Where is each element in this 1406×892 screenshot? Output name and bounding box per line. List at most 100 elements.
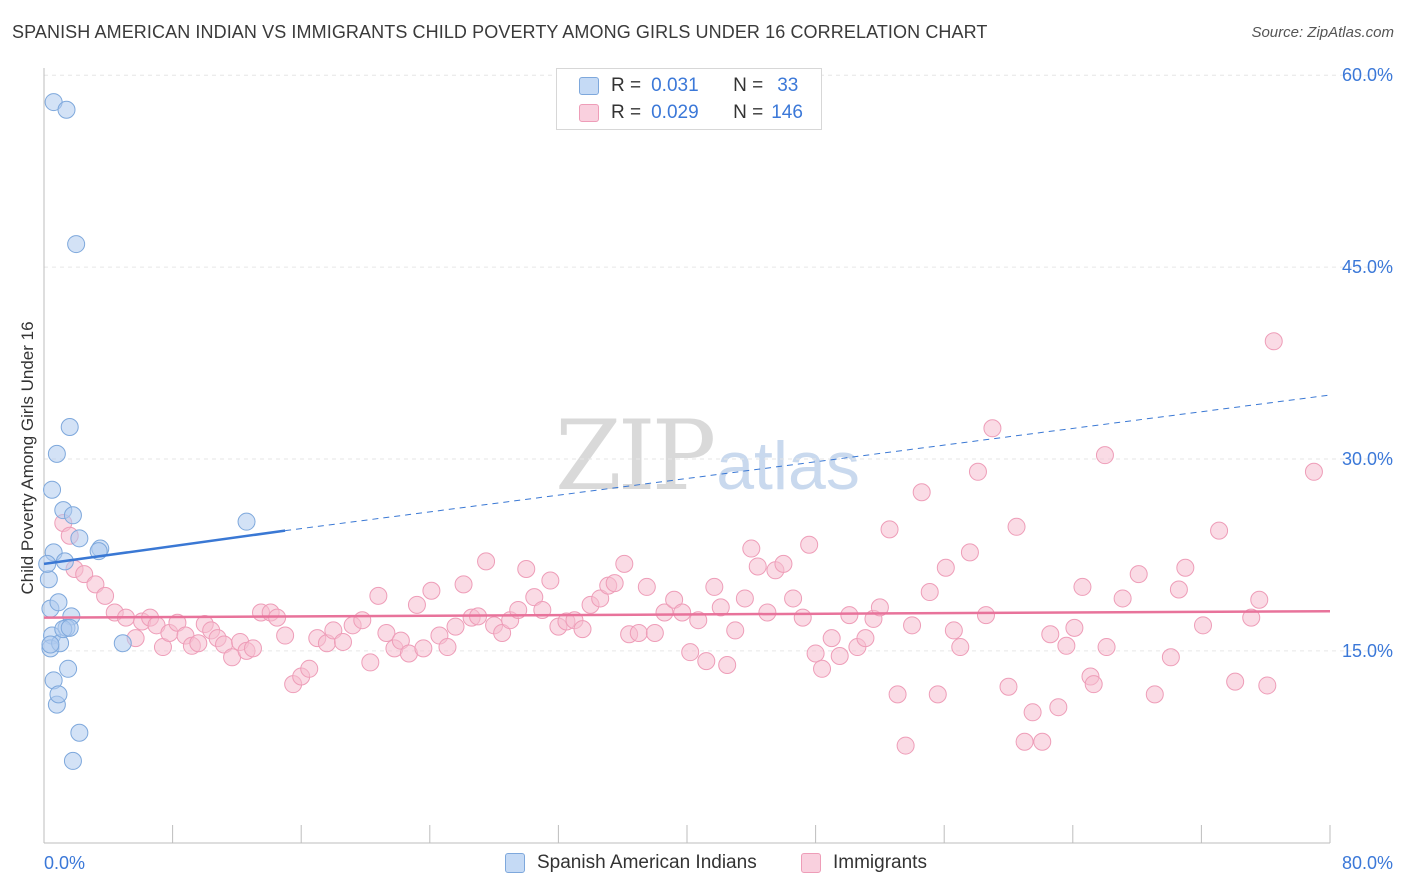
immigrant-point (454, 575, 473, 594)
immigrant-point (438, 638, 457, 657)
source-credit: Source: ZipAtlas.com (1251, 24, 1394, 41)
immigrant-point (1264, 332, 1283, 351)
immigrant-point (517, 560, 536, 579)
immigrant-point (968, 462, 987, 481)
immigrant-point (896, 736, 915, 755)
spanish-point (57, 100, 76, 119)
immigrant-point (605, 574, 624, 593)
immigrant-point (525, 588, 544, 607)
immigrant-point (300, 659, 319, 678)
immigrant-point (784, 589, 803, 608)
series-legend: Spanish American Indians Immigrants (0, 850, 1406, 880)
immigrant-point (1097, 638, 1116, 657)
immigrant-point (361, 653, 380, 672)
immigrant-point (840, 606, 859, 625)
immigrant-point (1033, 732, 1052, 751)
legend-item-immigrants: Immigrants (801, 852, 927, 874)
immigrant-point (800, 535, 819, 554)
immigrant-point (75, 565, 94, 584)
immigrant-point (806, 644, 825, 663)
spanish-point (41, 635, 60, 654)
immigrant-point (830, 647, 849, 666)
immigrant-point (168, 613, 187, 632)
immigrant-point (888, 685, 907, 704)
y-tick-label: 45.0% (1342, 257, 1393, 277)
immigrant-point (1210, 521, 1229, 540)
immigrant-point (1304, 462, 1323, 481)
immigrant-point (1057, 636, 1076, 655)
legend-row-spanish: R = 0.031 N = 33 (579, 74, 798, 98)
immigrant-point (189, 634, 208, 653)
immigrant-point (944, 621, 963, 640)
immigrant-point (493, 623, 512, 642)
immigrant-point (573, 620, 592, 639)
immigrant-point (541, 571, 560, 590)
immigrant-point (870, 598, 889, 617)
immigrant-point (976, 606, 995, 625)
immigrant-point (1226, 672, 1245, 691)
spanish-point (49, 685, 68, 704)
legend-label: Immigrants (833, 852, 927, 873)
immigrant-point (591, 589, 610, 608)
immigrant-point (1041, 625, 1060, 644)
y-tick-label: 15.0% (1342, 641, 1393, 661)
immigrant-point (1073, 577, 1092, 596)
immigrant-point (928, 685, 947, 704)
immigrant-point (705, 577, 724, 596)
legend-swatch-blue (505, 853, 525, 873)
immigrant-point (1169, 580, 1188, 599)
legend-swatch-blue (579, 77, 599, 95)
spanish-point (39, 570, 58, 589)
immigrant-point (1049, 698, 1068, 717)
legend-label: Spanish American Indians (537, 852, 757, 873)
immigrant-point (243, 639, 262, 658)
r-value: 0.031 (651, 75, 699, 96)
legend-swatch-pink (579, 104, 599, 122)
immigrant-point (1084, 675, 1103, 694)
immigrant-point (673, 603, 692, 622)
immigrant-point (1007, 517, 1026, 536)
spanish-trend-line (43, 529, 286, 566)
immigrant-point (615, 554, 634, 573)
immigrant-point (1095, 446, 1114, 465)
spanish-point (49, 593, 68, 612)
immigrant-point (1129, 565, 1148, 584)
n-value: 33 (777, 75, 799, 96)
immigrant-point (369, 586, 388, 605)
immigrant-point (407, 595, 426, 614)
immigrant-point (711, 598, 730, 617)
spanish-point (60, 418, 79, 437)
immigrant-point (697, 652, 716, 671)
immigrant-point (655, 603, 674, 622)
immigrant-point (960, 543, 979, 562)
spanish-point (63, 751, 82, 770)
spanish-point (60, 618, 79, 637)
n-value: 146 (771, 102, 803, 123)
immigrant-point (446, 617, 465, 636)
immigrant-point (951, 638, 970, 657)
spanish-point (43, 480, 62, 499)
y-tick-label: 30.0% (1342, 449, 1393, 469)
immigrant-point (1242, 608, 1261, 627)
r-value: 0.029 (651, 102, 699, 123)
immigrant-point (1194, 616, 1213, 635)
immigrant-point (665, 590, 684, 609)
r-label: R = (611, 75, 642, 96)
immigrant-point (735, 589, 754, 608)
immigrant-point (936, 558, 955, 577)
immigrant-point (742, 539, 761, 558)
immigrant-point (391, 631, 410, 650)
immigrant-point (1250, 590, 1269, 609)
legend-item-spanish: Spanish American Indians (505, 852, 757, 874)
correlation-legend: R = 0.031 N = 33 R = 0.029 N = 146 (556, 68, 822, 130)
immigrant-point (276, 626, 295, 645)
y-axis-label: Child Poverty Among Girls Under 16 (18, 321, 37, 595)
immigrant-point (1145, 685, 1164, 704)
chart-title: SPANISH AMERICAN INDIAN VS IMMIGRANTS CH… (12, 22, 988, 42)
immigrant-point (353, 611, 372, 630)
immigrant-point (86, 575, 105, 594)
spanish-point (113, 634, 132, 653)
immigrant-point (629, 623, 648, 642)
immigrant-point (645, 623, 664, 642)
immigrant-point (422, 581, 441, 600)
